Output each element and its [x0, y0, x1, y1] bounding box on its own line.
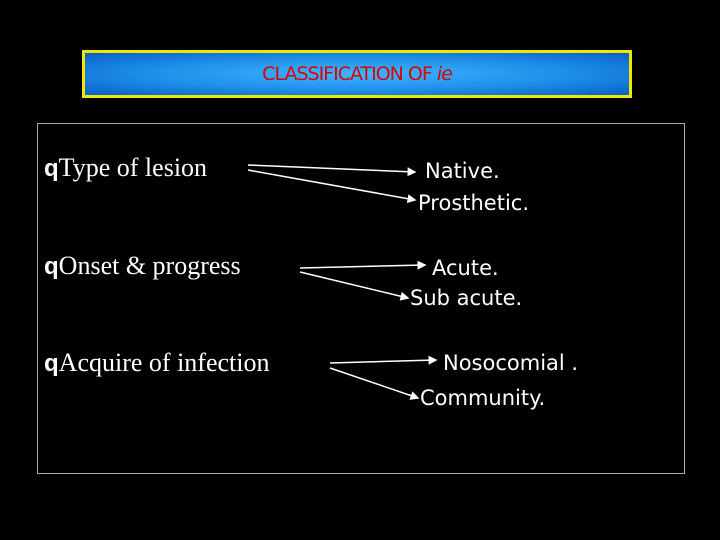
content-box — [37, 123, 685, 474]
option: Sub acute. — [410, 286, 523, 310]
option: Prosthetic. — [418, 191, 530, 215]
item-label: Type of lesion — [58, 153, 208, 182]
title-text: CLASSIFICATION OF — [262, 63, 433, 85]
arrow — [247, 169, 417, 204]
option: Native. — [425, 159, 500, 183]
arrow — [329, 367, 420, 400]
item-label: Acquire of infection — [58, 348, 270, 377]
option: Community. — [420, 386, 546, 410]
option: Acute. — [432, 256, 499, 280]
arrow — [299, 260, 427, 270]
title: CLASSIFICATION OF ie — [262, 63, 453, 85]
title-box: CLASSIFICATION OF ie — [82, 50, 632, 98]
arrow — [329, 355, 438, 365]
bullet: q — [44, 350, 59, 377]
bullet: q — [44, 155, 59, 182]
option: Nosocomial . — [443, 351, 579, 375]
item: qOnset & progress — [44, 251, 241, 281]
bullet: q — [44, 253, 59, 280]
item: qAcquire of infection — [44, 348, 269, 378]
item: qType of lesion — [44, 153, 207, 183]
arrow — [247, 164, 417, 177]
item-label: Onset & progress — [58, 251, 241, 280]
arrow — [299, 271, 410, 301]
title-suffix: ie — [436, 63, 453, 85]
